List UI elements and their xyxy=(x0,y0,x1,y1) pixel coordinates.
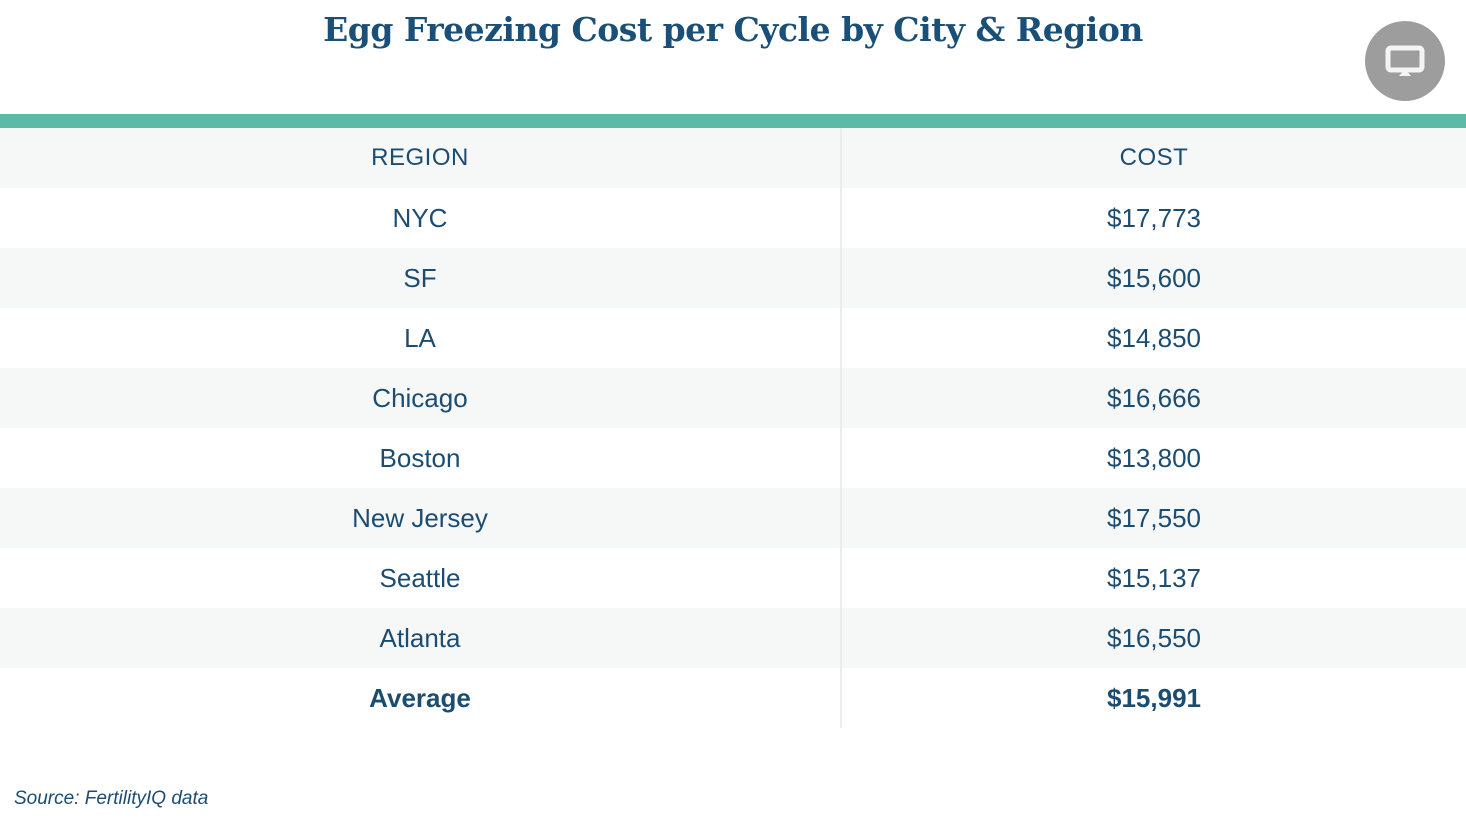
cost-cell: $14,850 xyxy=(840,308,1466,368)
page-title: Egg Freezing Cost per Cycle by City & Re… xyxy=(323,10,1143,49)
cost-cell: $15,991 xyxy=(840,668,1466,728)
region-cell: NYC xyxy=(392,202,448,233)
table-row-new-jersey: New Jersey $17,550 xyxy=(0,488,1466,548)
table-row-seattle: Seattle $15,137 xyxy=(0,548,1466,608)
cost-cell: $16,550 xyxy=(840,608,1466,668)
cost-cell: $16,666 xyxy=(840,368,1466,428)
region-cell: Atlanta xyxy=(379,622,461,653)
region-cell: LA xyxy=(404,322,436,353)
cost-cell: $17,550 xyxy=(840,488,1466,548)
monitor-icon xyxy=(1384,42,1426,80)
column-header-cost: COST xyxy=(840,128,1466,188)
table-row-boston: Boston $13,800 xyxy=(0,428,1466,488)
region-cell: Seattle xyxy=(379,562,461,593)
cost-table: REGION COST NYC $17,773 SF $15,600 LA $1… xyxy=(0,128,1466,728)
table-row-la: LA $14,850 xyxy=(0,308,1466,368)
cost-cell: $15,600 xyxy=(840,248,1466,308)
table-row-average: Average $15,991 xyxy=(0,668,1466,728)
region-cell: New Jersey xyxy=(352,502,488,533)
table-header-row: REGION COST xyxy=(0,128,1466,188)
column-header-region: REGION xyxy=(371,144,469,171)
cost-cell: $13,800 xyxy=(840,428,1466,488)
table-row-chicago: Chicago $16,666 xyxy=(0,368,1466,428)
region-cell: Chicago xyxy=(372,382,468,413)
region-cell: Average xyxy=(369,682,471,713)
monitor-button[interactable] xyxy=(1365,21,1445,101)
region-cell: SF xyxy=(403,262,437,293)
accent-bar xyxy=(0,114,1466,128)
table-row-atlanta: Atlanta $16,550 xyxy=(0,608,1466,668)
source-note: Source: FertilityIQ data xyxy=(14,788,209,809)
table-row-nyc: NYC $17,773 xyxy=(0,188,1466,248)
table-row-sf: SF $15,600 xyxy=(0,248,1466,308)
header: Egg Freezing Cost per Cycle by City & Re… xyxy=(0,0,1466,114)
cost-cell: $17,773 xyxy=(840,188,1466,248)
cost-cell: $15,137 xyxy=(840,548,1466,608)
region-cell: Boston xyxy=(379,442,461,473)
